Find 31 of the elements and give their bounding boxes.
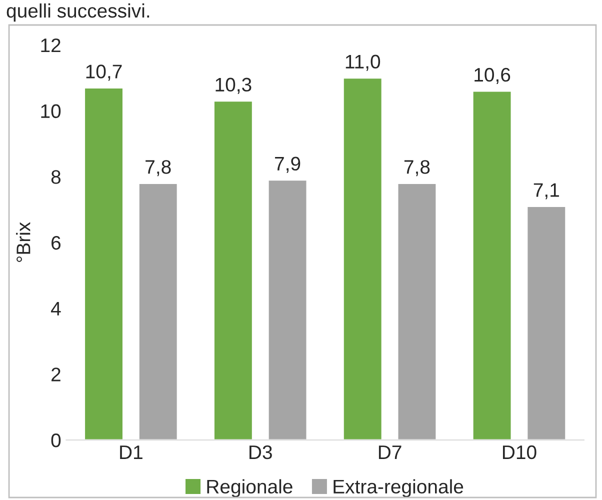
- x-tick-label: D7: [378, 446, 402, 459]
- data-label: 10,7: [86, 64, 122, 81]
- bar: [396, 182, 438, 440]
- x-tick-label: D10: [502, 445, 536, 460]
- bar: [526, 206, 567, 440]
- data-label: 7,8: [146, 160, 171, 176]
- bar: [84, 87, 124, 440]
- legend-label: Regionale: [207, 479, 292, 498]
- data-label: 10,6: [474, 68, 510, 84]
- text: quelli successivi.: [6, 3, 150, 22]
- bar: [213, 100, 254, 440]
- y-tick-label: 12: [41, 38, 60, 52]
- x-tick-label: D1: [120, 446, 142, 459]
- data-label: 7,8: [404, 160, 430, 176]
- bar: [267, 179, 308, 440]
- y-tick-label: 2: [52, 368, 60, 382]
- y-axis-title: °Brix: [16, 222, 30, 262]
- data-label: 7,9: [275, 156, 300, 173]
- data-label: 11,0: [346, 54, 380, 71]
- bar: [138, 182, 178, 440]
- y-tick-label: 10: [41, 104, 61, 118]
- y-tick-label: 4: [50, 302, 61, 316]
- data-label: 10,3: [216, 78, 252, 94]
- y-tick-label: 8: [51, 170, 61, 184]
- x-tick-label: D3: [250, 445, 272, 460]
- bar: [472, 90, 512, 440]
- y-tick-label: 6: [52, 236, 61, 250]
- data-label: 7,1: [534, 183, 559, 200]
- y-tick-label: 0: [51, 433, 61, 448]
- bar: [342, 77, 383, 440]
- legend-label: Extra-regionale: [334, 479, 464, 498]
